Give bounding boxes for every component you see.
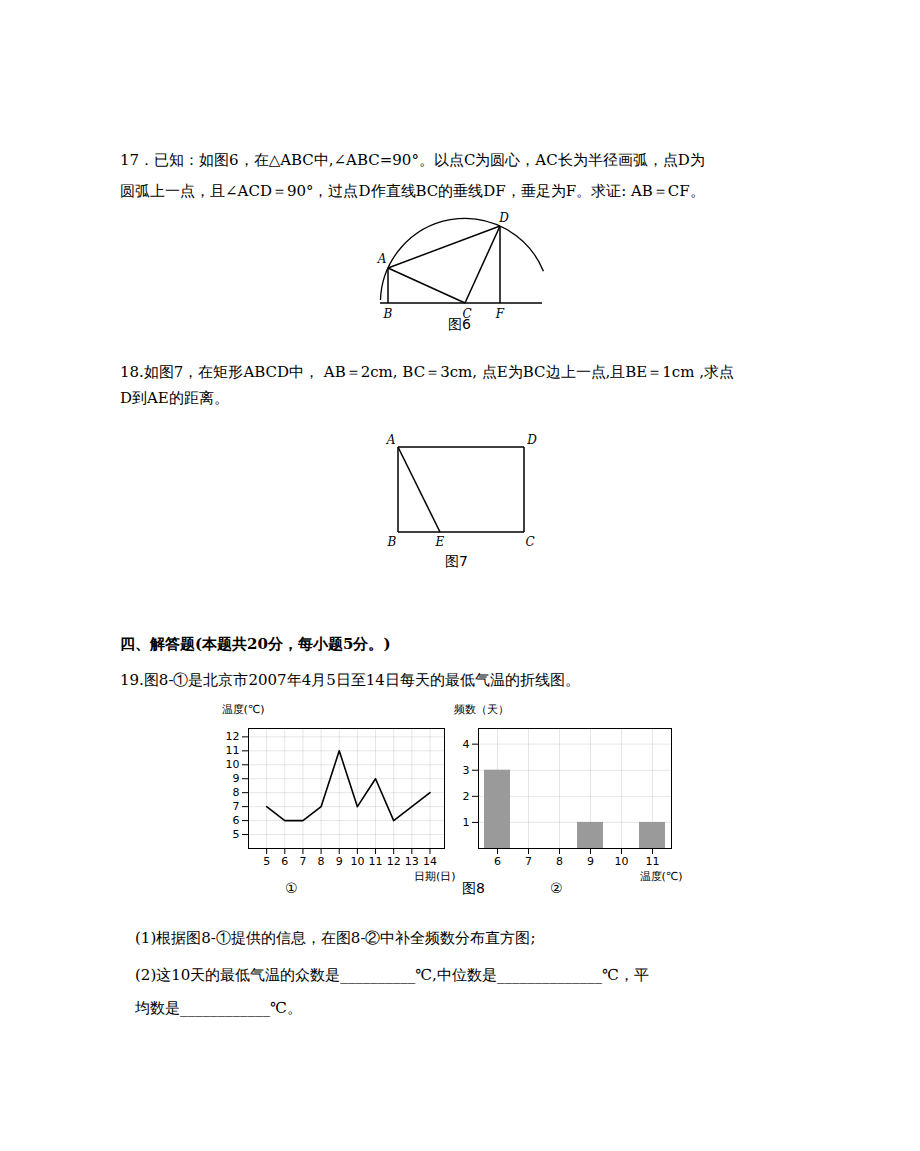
svg-text:B: B	[383, 307, 393, 321]
svg-text:5: 5	[263, 855, 270, 868]
svg-text:9: 9	[336, 855, 343, 868]
svg-text:B: B	[387, 535, 397, 549]
svg-text:1: 1	[463, 816, 470, 829]
svg-text:11: 11	[226, 744, 240, 757]
svg-text:日期(日): 日期(日)	[414, 870, 456, 883]
svg-text:10: 10	[226, 758, 240, 771]
svg-text:10: 10	[350, 855, 364, 868]
svg-text:9: 9	[233, 772, 240, 785]
svg-text:8: 8	[556, 855, 563, 868]
svg-text:C: C	[525, 535, 534, 549]
svg-text:8: 8	[233, 786, 240, 799]
svg-text:D: D	[526, 433, 537, 447]
svg-text:温度(℃): 温度(℃)	[640, 870, 683, 883]
svg-text:14: 14	[423, 855, 437, 868]
svg-text:6: 6	[233, 814, 240, 827]
svg-text:D: D	[498, 211, 509, 225]
svg-text:A: A	[377, 252, 387, 266]
svg-text:11: 11	[646, 855, 660, 868]
svg-text:频数（天）: 频数（天）	[454, 703, 509, 716]
svg-text:A: A	[386, 433, 396, 447]
svg-text:3: 3	[463, 764, 470, 777]
svg-text:7: 7	[525, 855, 532, 868]
svg-text:12: 12	[387, 855, 401, 868]
svg-text:E: E	[435, 535, 445, 549]
svg-text:2: 2	[463, 790, 470, 803]
svg-text:8: 8	[318, 855, 325, 868]
svg-text:9: 9	[587, 855, 594, 868]
svg-text:4: 4	[463, 738, 470, 751]
svg-text:12: 12	[226, 730, 240, 743]
svg-text:F: F	[495, 307, 505, 321]
svg-text:温度(℃): 温度(℃)	[222, 703, 265, 716]
svg-text:10: 10	[615, 855, 629, 868]
svg-text:13: 13	[405, 855, 419, 868]
svg-text:6: 6	[494, 855, 501, 868]
svg-text:11: 11	[369, 855, 383, 868]
svg-text:7: 7	[299, 855, 306, 868]
svg-text:5: 5	[233, 828, 240, 841]
svg-text:7: 7	[233, 800, 240, 813]
svg-text:6: 6	[281, 855, 288, 868]
